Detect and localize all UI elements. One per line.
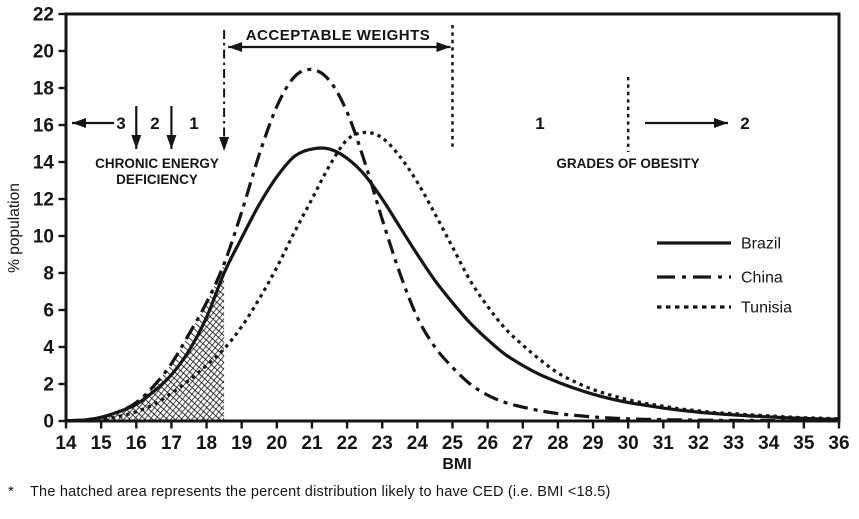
x-tick-label: 19 [231,433,252,454]
x-tick-label: 23 [372,433,393,454]
acceptable-weights-label: ACCEPTABLE WEIGHTS [246,27,431,44]
obesity-grade-2-label: 2 [740,114,749,133]
x-tick-label: 36 [828,433,849,454]
footnote-text: The hatched area represents the percent … [30,484,611,500]
x-tick-label: 32 [688,433,709,454]
ced-hatched-area-inner [66,273,225,421]
y-tick-label: 16 [33,116,54,137]
obesity-right-arrow-head [714,118,728,128]
x-tick-label: 15 [91,433,113,454]
x-tick-label: 18 [196,433,217,454]
acceptable-weights-arrow-head [228,42,243,52]
y-tick-label: 4 [43,338,54,359]
legend-label-china: China [741,270,783,287]
y-tick-label: 18 [33,79,54,100]
bmi-distribution-chart: 14 15 16 17 18 19 20 21 22 23 24 25 26 27 28 29 30 31 32 33… [6,5,850,474]
y-tick-label: 2 [43,375,54,396]
ced-grade-2-label: 2 [150,114,159,133]
y-tick-label: 20 [33,42,54,63]
x-tick-label: 34 [758,433,780,454]
x-tick-label: 31 [653,433,675,454]
ced-grade-1-label: 1 [189,114,198,133]
y-axis-title: % population [6,183,23,273]
ced-boundary-17-arrow-head [166,135,177,149]
x-tick-label: 29 [582,433,603,454]
y-tick-label: 8 [43,264,54,285]
x-tick-label: 25 [442,433,464,454]
y-tick-label: 0 [43,412,54,433]
x-tick-label: 22 [337,433,358,454]
ced-left-arrow-head [72,118,86,128]
x-tick-label: 27 [512,433,533,454]
acceptable-weights-arrow-head [436,42,451,52]
y-tick-label: 12 [33,190,54,211]
ced-boundary-16-arrow-head [131,135,142,149]
obesity-title: GRADES OF OBESITY [556,156,699,171]
x-tick-label: 28 [547,433,568,454]
y-tick-label: 22 [33,5,54,26]
x-tick-label: 17 [161,433,182,454]
ced-title-line1: CHRONIC ENERGY [95,156,219,171]
ced-grade-3-label: 3 [116,114,125,133]
x-tick-label: 21 [301,433,323,454]
x-axis-title: BMI [442,456,471,473]
x-tick-label: 14 [55,433,77,454]
y-tick-label: 14 [33,153,55,174]
x-tick-label: 16 [126,433,147,454]
series-line-china [65,67,840,423]
footnote-asterisk: * [8,483,15,500]
x-tick-label: 30 [618,433,639,454]
series-line-tunisia [65,130,840,423]
y-tick-label: 10 [33,227,54,248]
x-tick-label: 20 [266,433,287,454]
x-tick-label: 33 [723,433,744,454]
obesity-grade-1-label: 1 [535,114,544,133]
legend-label-tunisia: Tunisia [741,300,792,317]
x-tick-label: 26 [477,433,498,454]
x-tick-label: 24 [407,433,429,454]
y-tick-label: 6 [43,301,54,322]
x-tick-label: 35 [793,433,815,454]
ced-title-line2: DEFICIENCY [116,172,198,187]
footnote: * The hatched area represents the percent… [8,483,611,500]
series-line-brazil [65,146,840,423]
bmi-18-5-boundary-arrowhead [219,137,230,151]
legend-label-brazil: Brazil [741,236,781,253]
